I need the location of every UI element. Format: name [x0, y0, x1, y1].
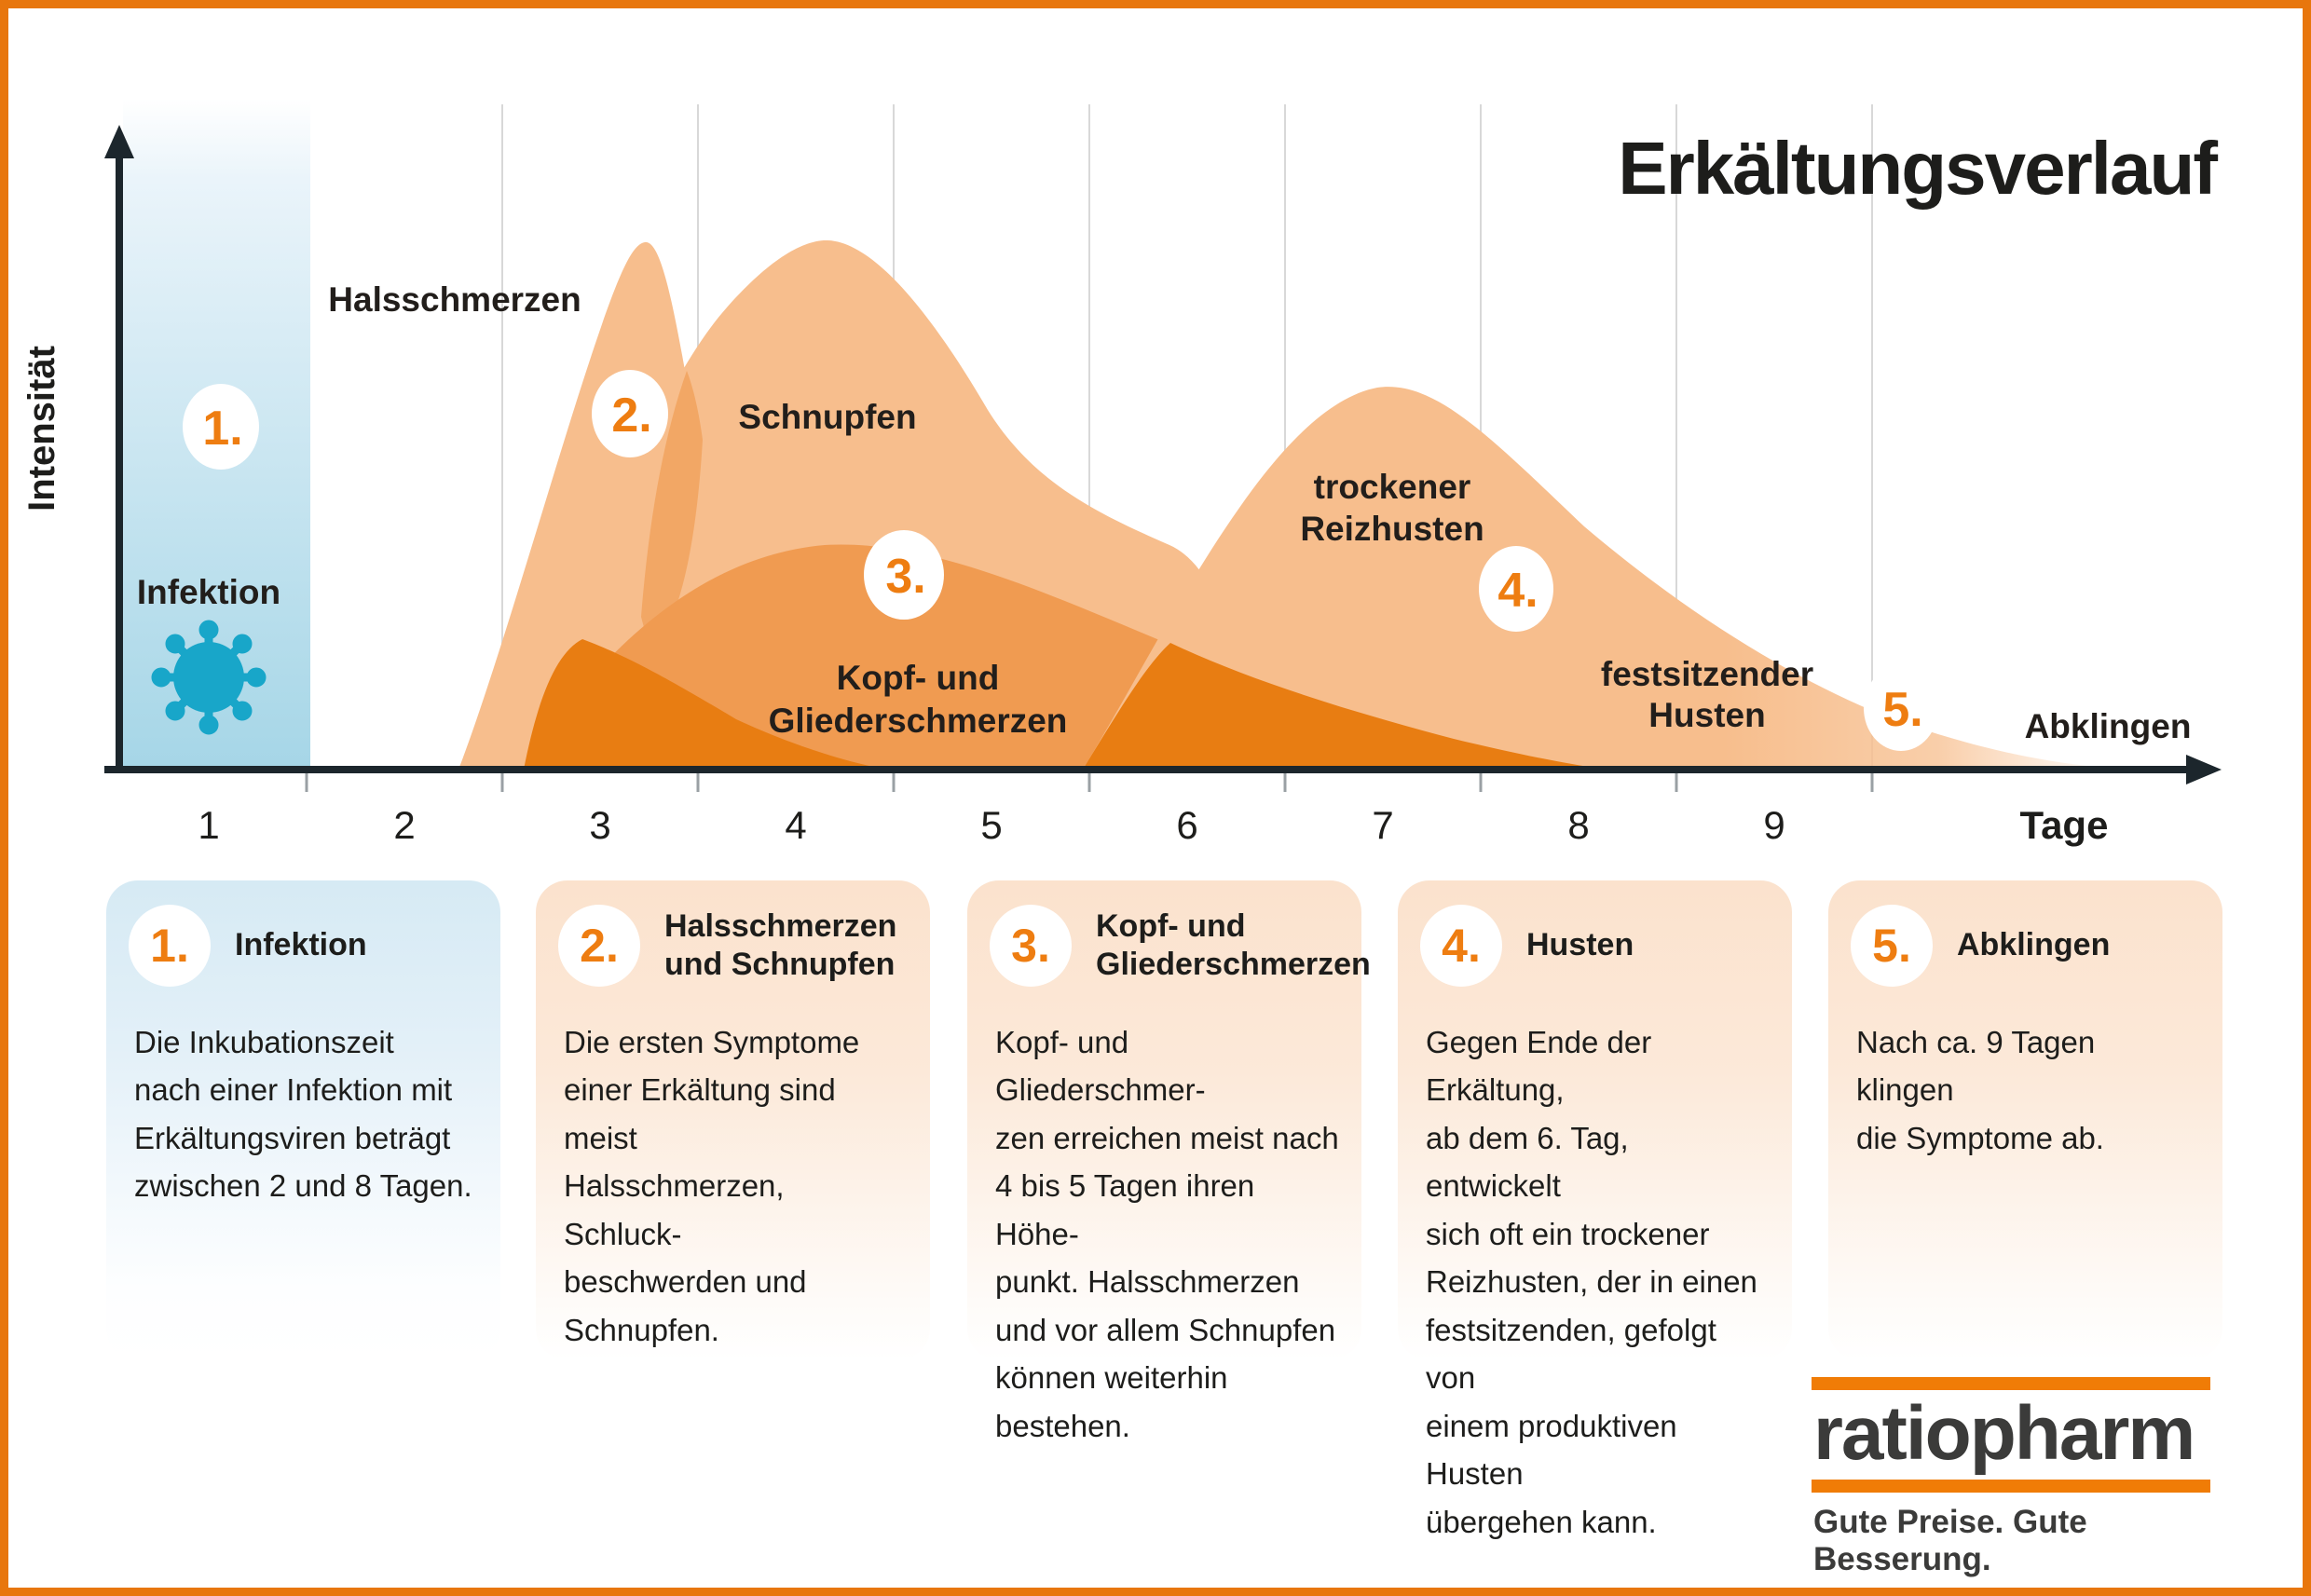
- card-title: Kopf- und Gliederschmerzen: [1096, 907, 1371, 982]
- phase-markers: 1. 2. 3. 4. 5.: [183, 370, 1938, 751]
- x-axis-day-labels: 1 2 3 4 5 6 7 8 9 Tage: [198, 803, 2108, 847]
- label-kopf-line2: Gliederschmerzen: [769, 702, 1068, 740]
- card-body-text: Kopf- und Gliederschmer- zen erreichen m…: [995, 1025, 1339, 1443]
- label-reizhusten-line1: trockener: [1314, 468, 1471, 506]
- card-title: Abklingen: [1957, 927, 2111, 963]
- card-abklingen: 5. Abklingen Nach ca. 9 Tagen klingen di…: [1828, 880, 2222, 1360]
- day-label: 8: [1567, 803, 1589, 847]
- card-number-badge: 1.: [129, 905, 211, 987]
- card-number-badge: 3.: [990, 905, 1072, 987]
- marker-4: 4.: [1497, 564, 1538, 618]
- marker-2: 2.: [611, 389, 651, 443]
- label-infektion: Infektion: [137, 573, 280, 611]
- logo-top-bar: [1812, 1377, 2210, 1390]
- card-number-badge: 5.: [1851, 905, 1933, 987]
- label-husten-line1: festsitzender: [1601, 655, 1813, 693]
- axis-ticks: [305, 773, 1874, 792]
- deep-overlap-left: [524, 639, 887, 770]
- day-label: 6: [1176, 803, 1197, 847]
- y-axis-title: Intensität: [21, 346, 62, 512]
- label-reizhusten-line2: Reizhusten: [1300, 510, 1484, 548]
- card-body-text: Nach ca. 9 Tagen klingen die Symptome ab…: [1856, 1025, 2104, 1155]
- card-husten: 4. Husten Gegen Ende der Erkältung, ab d…: [1398, 880, 1792, 1539]
- day-label: 7: [1372, 803, 1393, 847]
- axes: [104, 125, 2222, 792]
- marker-1: 1.: [202, 402, 242, 456]
- card-body-text: Die Inkubationszeit nach einer Infektion…: [134, 1025, 472, 1204]
- label-husten-line2: Husten: [1648, 696, 1765, 734]
- day-label: 5: [980, 803, 1002, 847]
- day-label: 9: [1763, 803, 1785, 847]
- label-halsschmerzen: Halsschmerzen: [328, 280, 581, 319]
- card-halsschmerzen-schnupfen: 2. Halsschmerzen und Schnupfen Die erste…: [536, 880, 930, 1360]
- day-label: 2: [393, 803, 415, 847]
- day-label: 3: [589, 803, 610, 847]
- curve-labels: Halsschmerzen Schnupfen Kopf- und Gliede…: [137, 280, 2192, 745]
- virus-icon: [151, 620, 267, 735]
- logo-claim: Gute Preise. Gute Besserung.: [1813, 1504, 2087, 1577]
- y-axis-arrow-icon: [104, 125, 134, 158]
- page-title: Erkältungsverlauf: [1618, 127, 2218, 210]
- logo-bottom-bar: [1812, 1480, 2210, 1493]
- card-kopf-gliederschmerzen: 3. Kopf- und Gliederschmerzen Kopf- und …: [967, 880, 1371, 1443]
- deep-overlap-right: [1083, 643, 1601, 770]
- card-title: Infektion: [235, 927, 367, 963]
- card-number-badge: 2.: [558, 905, 640, 987]
- day-label: 4: [785, 803, 806, 847]
- ratiopharm-logo: ratiopharm Gute Preise. Gute Besserung.: [1812, 1377, 2210, 1578]
- x-axis-title: Tage: [2020, 803, 2109, 847]
- day-label: 1: [198, 803, 219, 847]
- label-abklingen: Abklingen: [2025, 707, 2192, 745]
- card-number-badge: 4.: [1420, 905, 1502, 987]
- card-infektion: 1. Infektion Die Inkubationszeit nach ei…: [106, 880, 500, 1360]
- logo-wordmark: ratiopharm: [1813, 1391, 2195, 1476]
- label-schnupfen: Schnupfen: [738, 398, 916, 436]
- reizhusten-curve: [1083, 387, 2112, 770]
- x-axis-arrow-icon: [2186, 755, 2222, 784]
- card-body-text: Gegen Ende der Erkältung, ab dem 6. Tag,…: [1426, 1025, 1757, 1539]
- card-title: Husten: [1526, 927, 1634, 963]
- marker-3: 3.: [885, 550, 925, 604]
- halsschmerzen-schnupfen-overlap: [641, 371, 703, 652]
- card-title: Halsschmerzen und Schnupfen: [664, 907, 897, 982]
- cold-progression-chart: 1 2 3 4 5 6 7 8 9 Tage Intensität Erkält…: [21, 99, 2222, 847]
- marker-5: 5.: [1882, 683, 1922, 737]
- card-body-text: Die ersten Symptome einer Erkältung sind…: [564, 1025, 860, 1347]
- label-kopf-line1: Kopf- und: [837, 659, 1000, 697]
